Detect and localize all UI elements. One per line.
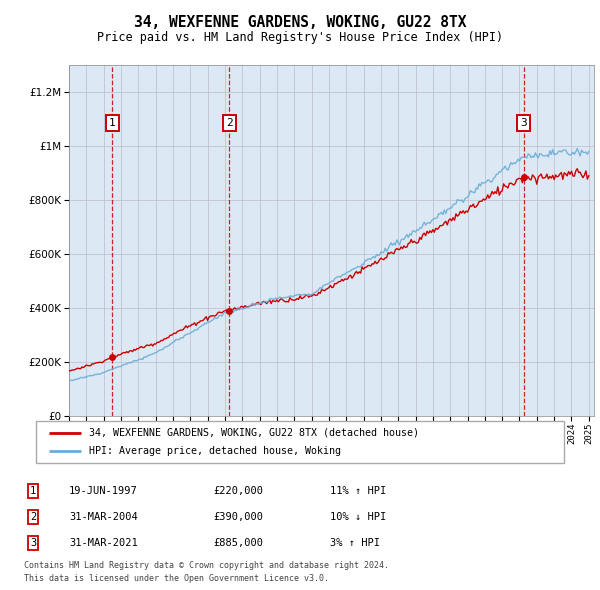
FancyBboxPatch shape: [36, 421, 564, 463]
Text: 3% ↑ HPI: 3% ↑ HPI: [330, 538, 380, 548]
Text: This data is licensed under the Open Government Licence v3.0.: This data is licensed under the Open Gov…: [24, 574, 329, 583]
Text: 2: 2: [226, 118, 233, 128]
Text: 31-MAR-2021: 31-MAR-2021: [69, 538, 138, 548]
Text: 34, WEXFENNE GARDENS, WOKING, GU22 8TX: 34, WEXFENNE GARDENS, WOKING, GU22 8TX: [134, 15, 466, 30]
Text: 1: 1: [109, 118, 116, 128]
Text: Contains HM Land Registry data © Crown copyright and database right 2024.: Contains HM Land Registry data © Crown c…: [24, 561, 389, 570]
Text: Price paid vs. HM Land Registry's House Price Index (HPI): Price paid vs. HM Land Registry's House …: [97, 31, 503, 44]
Text: £390,000: £390,000: [213, 512, 263, 522]
Text: 1: 1: [30, 486, 36, 496]
Text: £885,000: £885,000: [213, 538, 263, 548]
Text: 11% ↑ HPI: 11% ↑ HPI: [330, 486, 386, 496]
Text: 3: 3: [30, 538, 36, 548]
Text: 2: 2: [30, 512, 36, 522]
Text: 34, WEXFENNE GARDENS, WOKING, GU22 8TX (detached house): 34, WEXFENNE GARDENS, WOKING, GU22 8TX (…: [89, 428, 419, 438]
Text: 3: 3: [520, 118, 527, 128]
Text: 10% ↓ HPI: 10% ↓ HPI: [330, 512, 386, 522]
Text: 31-MAR-2004: 31-MAR-2004: [69, 512, 138, 522]
Text: £220,000: £220,000: [213, 486, 263, 496]
Text: 19-JUN-1997: 19-JUN-1997: [69, 486, 138, 496]
Text: HPI: Average price, detached house, Woking: HPI: Average price, detached house, Woki…: [89, 446, 341, 456]
